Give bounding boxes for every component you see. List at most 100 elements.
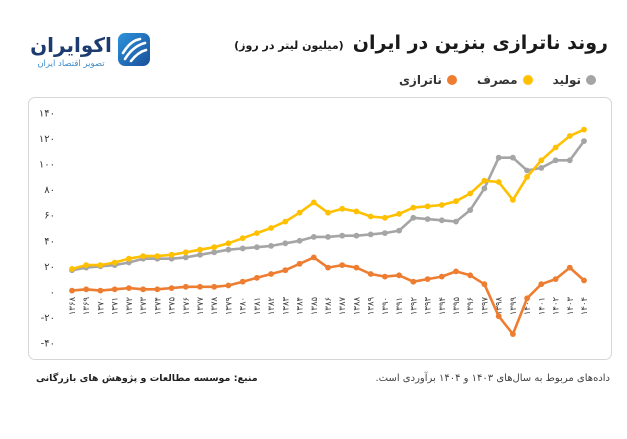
imbalance-point xyxy=(438,273,445,280)
imbalance-point xyxy=(211,283,218,290)
imbalance-point xyxy=(239,278,246,285)
x-tick-label: ۱۳۹۲ xyxy=(409,296,419,315)
imbalance-point xyxy=(424,276,431,282)
x-tick-label: ۱۴۰۱ xyxy=(537,297,547,315)
imbalance-point xyxy=(182,283,189,290)
x-tick-label: ۱۳۷۰ xyxy=(96,297,106,315)
consumption-point xyxy=(182,249,189,256)
y-tick-label: -۲۰ xyxy=(41,313,55,324)
x-tick-label: ۱۳۸۲ xyxy=(267,296,277,315)
y-tick-label: ۸۰ xyxy=(44,185,55,196)
production-point xyxy=(182,254,189,261)
x-tick-label: ۱۳۸۹ xyxy=(367,296,377,315)
x-tick-label: ۱۳۸۴ xyxy=(296,297,306,315)
imbalance-point xyxy=(566,264,573,271)
production-point xyxy=(310,234,317,240)
imbalance-point xyxy=(410,278,417,285)
x-tick-label: ۱۳۹۶ xyxy=(466,297,476,315)
production-point xyxy=(282,240,289,247)
source-credit: منبع: موسسه مطالعات و پژوهش های بازرگانی xyxy=(36,373,258,384)
x-tick-label: ۱۳۹۴ xyxy=(438,297,448,315)
consumption-point xyxy=(282,218,289,225)
imbalance-point xyxy=(581,277,587,284)
imbalance-point xyxy=(339,262,346,268)
consumption-point xyxy=(296,209,303,216)
estimate-note: داده‌های مربوط به سال‌های ۱۴۰۳ و ۱۴۰۴ بر… xyxy=(375,373,610,384)
x-tick-label: ۱۳۹۹ xyxy=(509,296,519,315)
imbalance-point xyxy=(69,287,75,294)
consumption-point xyxy=(339,205,346,212)
y-tick-label: ۱۴۰ xyxy=(39,109,55,120)
consumption-point xyxy=(154,253,161,259)
brand-name: اکوایران xyxy=(30,33,112,57)
production-line xyxy=(71,140,586,272)
chart-subtitle: (میلیون لیتر در روز) xyxy=(234,39,344,52)
imbalance-point xyxy=(83,286,90,293)
imbalance-point xyxy=(254,274,260,281)
consumption-point xyxy=(552,144,559,151)
line-chart: ۱۴۰ ۱۲۰ ۱۰۰ ۸۰ ۶۰ ۴۰ ۲۰ ۰ -۲۰ -۴۰ ۱۳۶۸ ۱۳۶۹ ۱۳۷۰ ۱۳۷۱… xyxy=(39,109,590,350)
imbalance-point xyxy=(126,285,132,291)
production-point xyxy=(367,231,374,238)
x-tick-label: ۱۳۸۵ xyxy=(310,296,320,315)
legend-item-production: تولید xyxy=(553,72,596,88)
consumption-series xyxy=(69,126,587,272)
production-series xyxy=(69,138,587,274)
imbalance-series xyxy=(69,254,587,337)
production-point xyxy=(382,230,388,237)
consumption-point xyxy=(239,235,246,242)
x-tick-label: ۱۳۷۹ xyxy=(224,296,234,315)
production-point xyxy=(396,227,402,234)
imbalance-point xyxy=(510,331,516,337)
x-tick-label: ۱۳۷۵ xyxy=(168,296,178,315)
legend-label-imbalance: ناترازی xyxy=(398,73,442,87)
imbalance-point xyxy=(268,271,274,277)
y-tick-label: ۱۲۰ xyxy=(39,134,55,145)
imbalance-point xyxy=(524,295,530,302)
legend-label-consumption: مصرف xyxy=(476,73,518,87)
brand-tagline: تصویر اقتصاد ایران xyxy=(37,59,105,69)
x-tick-label: ۱۳۹۸ xyxy=(495,296,505,315)
x-tick-label: ۱۳۸۸ xyxy=(352,296,362,315)
consumption-point xyxy=(438,202,445,208)
consumption-point xyxy=(69,266,75,272)
x-tick-label: ۱۴۰۳ xyxy=(566,296,576,315)
x-tick-label: ۱۳۸۶ xyxy=(324,297,334,315)
ecoiran-logo-icon xyxy=(118,33,150,66)
consumption-point xyxy=(140,253,146,259)
production-point xyxy=(495,154,502,161)
production-point xyxy=(524,167,530,174)
legend-swatch-consumption xyxy=(522,75,533,85)
consumption-point xyxy=(325,209,331,216)
legend-item-consumption: مصرف xyxy=(477,72,533,88)
imbalance-point xyxy=(353,264,360,271)
x-tick-label: ۱۳۷۸ xyxy=(210,296,220,315)
brand-logo: اکوایران تصویر اقتصاد ایران xyxy=(26,32,116,70)
x-tick-label: ۱۳۷۷ xyxy=(196,296,206,315)
consumption-point xyxy=(111,259,118,266)
production-point xyxy=(566,157,573,164)
production-point xyxy=(239,245,246,252)
chart-frame xyxy=(28,97,612,360)
production-point xyxy=(552,157,559,164)
production-point xyxy=(339,232,346,239)
consumption-point xyxy=(168,251,175,258)
legend-item-imbalance: ناترازی xyxy=(399,72,457,88)
y-tick-label: ۱۰۰ xyxy=(39,160,55,171)
production-point xyxy=(197,251,203,258)
consumption-point xyxy=(126,255,132,262)
x-tick-label: ۱۳۷۲ xyxy=(125,296,135,315)
consumption-point xyxy=(97,262,104,268)
consumption-point xyxy=(83,262,90,268)
consumption-point xyxy=(467,190,474,197)
x-tick-label: ۱۳۹۷ xyxy=(480,296,490,315)
x-tick-label: ۱۴۰۴ xyxy=(580,297,590,315)
consumption-point xyxy=(566,133,573,139)
production-point xyxy=(538,165,545,171)
x-tick-label: ۱۳۸۷ xyxy=(338,296,348,315)
imbalance-point xyxy=(296,260,303,267)
consumption-point xyxy=(211,244,218,251)
consumption-point xyxy=(424,203,431,210)
imbalance-point xyxy=(453,268,459,275)
x-tick-label: ۱۳۹۰ xyxy=(381,297,391,315)
